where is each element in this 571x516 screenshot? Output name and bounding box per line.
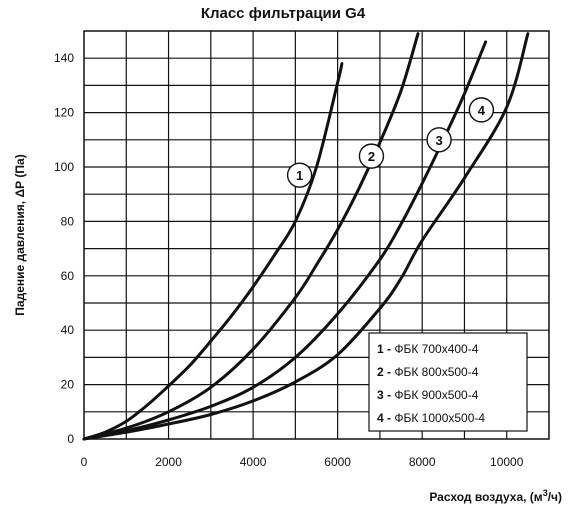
x-axis-ticks: 0 2000 4000 6000 8000 10000 [81, 455, 524, 469]
x-axis-label-main: Расход воздуха, (м [429, 490, 542, 504]
x-axis-label: Расход воздуха, (м3/ч) [429, 488, 562, 504]
series-line-1 [82, 62, 344, 441]
marker-circle [358, 143, 385, 169]
x-tick-label: 2000 [155, 455, 182, 469]
x-axis-label-superscript: 3 [543, 488, 548, 498]
legend-series-name: ФБК 900х500-4 [394, 388, 478, 402]
marker-circle [468, 97, 495, 123]
series-marker-4: 4 [468, 97, 495, 123]
series-marker-1: 1 [286, 162, 313, 188]
legend-series-name: ФБК 1000х500-4 [394, 411, 485, 425]
legend-series-name: ФБК 700х400-4 [394, 342, 478, 356]
y-tick-label: 60 [61, 269, 75, 283]
legend-entry: 1 - ФБК 700х400-4 [377, 342, 479, 356]
marker-label: 2 [368, 149, 375, 164]
marker-label: 3 [435, 133, 442, 148]
legend-number: 4 - [377, 411, 394, 425]
y-tick-label: 100 [54, 160, 74, 174]
y-axis-label: Падение давления, ΔР (Па) [13, 154, 27, 315]
y-tick-label: 0 [67, 432, 74, 446]
marker-circle [426, 127, 452, 153]
legend-number: 3 - [377, 388, 394, 402]
x-axis-label-end: /ч) [548, 490, 562, 504]
x-tick-label: 0 [81, 455, 88, 469]
series-line-2 [82, 32, 420, 441]
legend-box [368, 332, 528, 432]
plot-frame [83, 30, 550, 440]
y-tick-label: 40 [61, 323, 75, 337]
marker-circle [286, 162, 313, 188]
x-tick-label: 10000 [490, 455, 524, 469]
legend-entry: 2 - ФБК 800х500-4 [377, 365, 479, 379]
series-line-4 [82, 32, 530, 441]
y-tick-label: 20 [61, 378, 75, 392]
series-marker-2: 2 [358, 143, 385, 169]
legend-series-name: ФБК 800х500-4 [394, 365, 478, 379]
legend-number: 2 - [377, 365, 394, 379]
y-tick-label: 140 [54, 51, 74, 65]
legend-number: 1 - [377, 342, 394, 356]
x-tick-label: 8000 [409, 455, 436, 469]
legend-entry: 3 - ФБК 900х500-4 [377, 388, 479, 402]
y-axis-ticks: 0 20 40 60 80 100 120 140 [54, 51, 74, 446]
x-tick-label: 6000 [324, 455, 351, 469]
x-tick-label: 4000 [240, 455, 267, 469]
chart-title: Класс фильтрации G4 [201, 5, 366, 22]
legend-entry: 4 - ФБК 1000х500-4 [377, 411, 485, 425]
marker-label: 4 [478, 103, 486, 118]
series-marker-3: 3 [426, 127, 452, 153]
y-tick-label: 80 [61, 214, 75, 228]
y-tick-label: 120 [54, 106, 74, 120]
marker-label: 1 [296, 168, 303, 183]
series-markers: 1 2 3 4 [286, 97, 495, 188]
legend: 1 - ФБК 700х400-42 - ФБК 800х500-43 - ФБ… [368, 332, 528, 432]
